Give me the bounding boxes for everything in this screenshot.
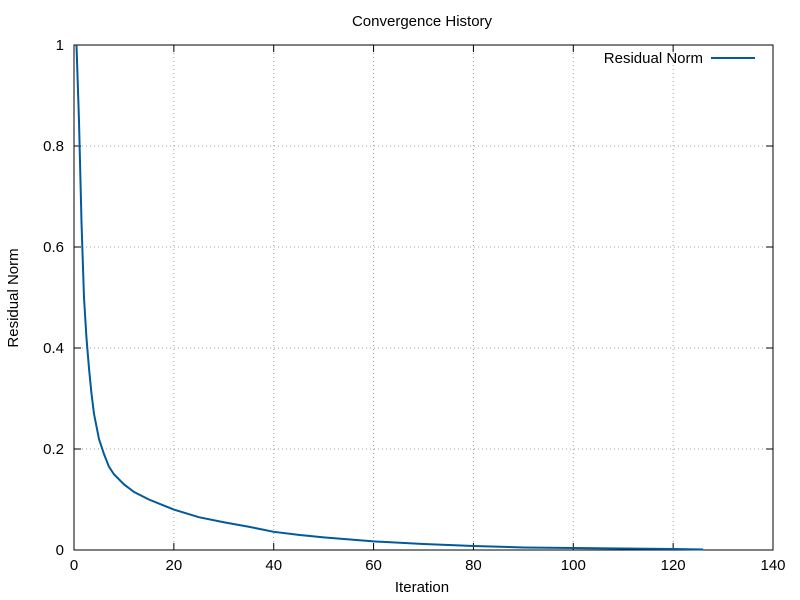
legend-label-residual-norm: Residual Norm <box>604 50 703 67</box>
y-tick-label: 1 <box>56 37 64 54</box>
y-tick-labels: 0 0.2 0.4 0.6 0.8 1 <box>43 37 64 559</box>
x-tick-label: 140 <box>760 557 785 574</box>
y-tick-label: 0 <box>56 542 64 559</box>
x-tick-labels: 0 20 40 60 80 100 120 140 <box>70 557 786 574</box>
x-tick-label: 0 <box>70 557 78 574</box>
y-axis-title: Residual Norm <box>5 248 22 347</box>
legend: Residual Norm <box>604 50 755 67</box>
x-tick-label: 100 <box>561 557 586 574</box>
y-tick-label: 0.4 <box>43 340 64 357</box>
plot-frame <box>73 44 774 551</box>
x-tick-label: 20 <box>166 557 183 574</box>
x-tick-label: 60 <box>365 557 382 574</box>
y-tick-label: 0.2 <box>43 441 64 458</box>
x-axis-title: Iteration <box>395 579 449 596</box>
y-tick-label: 0.6 <box>43 239 64 256</box>
series-line-residual-norm <box>75 44 704 551</box>
x-tick-label: 120 <box>661 557 686 574</box>
grid-lines <box>74 45 773 550</box>
chart-title: Convergence History <box>352 13 493 30</box>
y-tick-label: 0.8 <box>43 138 64 155</box>
x-tick-label: 40 <box>265 557 282 574</box>
x-tick-label: 80 <box>465 557 482 574</box>
